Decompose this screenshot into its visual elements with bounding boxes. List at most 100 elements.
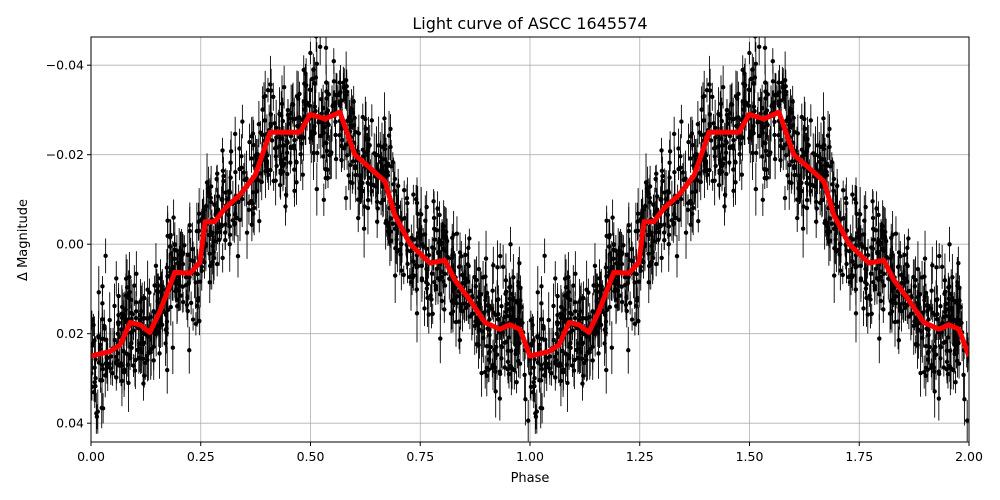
data-point [220, 168, 226, 174]
data-point [103, 253, 108, 259]
data-point [573, 271, 578, 276]
data-point [727, 116, 732, 121]
data-point [881, 283, 887, 288]
data-point [850, 259, 855, 264]
data-point [323, 45, 329, 51]
data-point [711, 121, 716, 126]
data-point [772, 119, 777, 125]
data-point [899, 272, 904, 278]
data-point [436, 250, 441, 255]
data-point [867, 293, 872, 298]
data-point [522, 372, 527, 378]
data-point [853, 287, 859, 292]
data-point [432, 237, 437, 242]
x-tick-label: 1.00 [516, 449, 544, 464]
data-point [448, 311, 454, 316]
data-point [437, 277, 442, 282]
data-point [941, 340, 946, 345]
data-point [905, 263, 910, 269]
x-tick-label: 2.00 [955, 449, 983, 464]
data-point [626, 348, 631, 353]
data-point [717, 157, 723, 163]
data-point [847, 279, 853, 285]
y-axis: −0.04 −0.02 0.00 0.02 0.04 [46, 58, 91, 431]
data-point [360, 114, 365, 120]
data-point [727, 110, 733, 116]
data-point [466, 245, 471, 251]
data-point [547, 366, 552, 371]
data-point [629, 246, 634, 252]
data-point [523, 397, 528, 402]
data-point [187, 222, 192, 228]
data-point [351, 99, 356, 104]
data-point [560, 370, 566, 375]
data-point [96, 290, 101, 295]
data-point [854, 211, 859, 217]
data-point [624, 308, 629, 314]
data-point [571, 283, 576, 288]
data-point [572, 309, 578, 314]
data-point [685, 201, 691, 206]
data-point [239, 196, 245, 202]
data-point [844, 261, 849, 267]
data-point [308, 50, 313, 56]
data-point [921, 369, 927, 375]
data-point [114, 276, 119, 281]
data-point [299, 141, 304, 146]
data-point [224, 196, 230, 202]
data-point [458, 302, 464, 307]
data-point [348, 162, 353, 168]
data-point [100, 366, 106, 372]
data-point [180, 252, 185, 258]
data-point [853, 311, 859, 316]
data-point [698, 179, 703, 185]
data-point [933, 352, 939, 357]
data-point [919, 329, 924, 334]
data-point [133, 309, 139, 314]
data-point [422, 306, 427, 311]
data-point [551, 303, 556, 309]
data-point [831, 273, 837, 278]
data-point [139, 336, 145, 342]
data-point [165, 274, 170, 279]
data-point [918, 370, 923, 376]
data-point [707, 123, 712, 129]
data-point [538, 405, 543, 411]
data-point [479, 370, 484, 376]
data-point [170, 345, 176, 350]
data-point [240, 119, 245, 124]
data-point [906, 236, 911, 241]
data-point [785, 173, 790, 178]
data-point [596, 351, 601, 356]
data-point [876, 277, 881, 282]
data-point [500, 264, 506, 270]
data-point [535, 290, 540, 295]
data-point [799, 114, 804, 120]
data-point [294, 180, 299, 185]
data-point [482, 369, 488, 375]
data-point [887, 311, 893, 316]
data-point [331, 79, 337, 84]
data-point [212, 202, 217, 207]
data-point [819, 197, 825, 203]
data-point [288, 110, 294, 116]
data-point [586, 290, 591, 295]
data-point [132, 368, 138, 373]
data-point [896, 338, 902, 343]
data-point [607, 232, 612, 238]
data-point [285, 107, 291, 113]
data-point [667, 160, 672, 165]
data-point [952, 351, 957, 357]
data-point [612, 288, 617, 294]
data-point [603, 265, 609, 270]
data-point [220, 197, 225, 202]
data-point [129, 345, 134, 350]
data-point [546, 317, 551, 323]
data-point [352, 115, 357, 121]
data-point [647, 228, 652, 234]
data-point [484, 365, 490, 371]
data-point [790, 99, 795, 104]
data-point [607, 269, 612, 275]
data-point [629, 258, 635, 264]
